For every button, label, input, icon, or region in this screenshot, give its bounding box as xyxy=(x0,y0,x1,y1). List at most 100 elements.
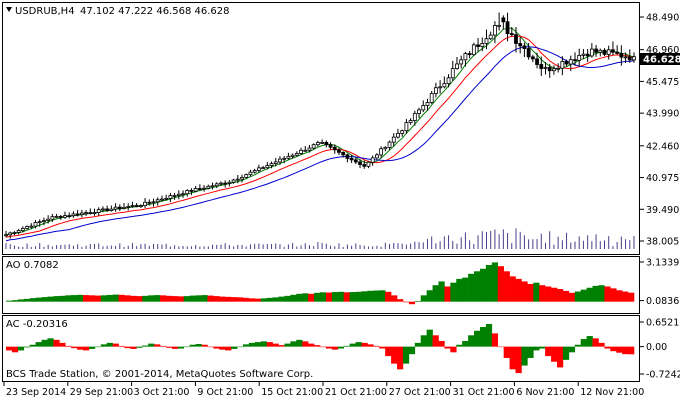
price-tick-label: 40.975 xyxy=(646,173,679,184)
ao-bar xyxy=(219,296,226,302)
candle xyxy=(535,52,539,69)
copyright-label: BCS Trade Station, © 2001-2014, MetaQuot… xyxy=(6,369,313,380)
ac-bar xyxy=(231,346,238,349)
candle xyxy=(602,48,607,57)
candle xyxy=(518,36,523,54)
ao-bar xyxy=(195,295,202,302)
ao-bar xyxy=(479,268,487,302)
ac-bar xyxy=(6,346,13,351)
ac-bar xyxy=(610,346,617,352)
candle xyxy=(484,29,489,50)
ac-bar xyxy=(497,346,504,348)
ac-bar xyxy=(189,344,196,347)
volume-bars xyxy=(5,228,635,249)
ac-bar xyxy=(237,346,244,348)
time-tick-label: 6 Nov 21:00 xyxy=(516,387,574,398)
ac-bar xyxy=(106,342,113,347)
ao-bar xyxy=(610,288,617,302)
time-tick-label: 21 Oct 21:00 xyxy=(325,387,387,398)
ac-bar xyxy=(574,344,581,347)
candle xyxy=(185,189,190,197)
candle xyxy=(290,153,295,159)
ao-title: AO 0.7082 xyxy=(6,260,59,271)
ao-bar xyxy=(604,286,611,302)
ac-bar xyxy=(83,346,90,351)
ao-bar xyxy=(622,291,629,302)
ao-bar xyxy=(242,297,250,302)
ac-bar xyxy=(616,346,623,353)
candle xyxy=(231,178,236,184)
ac-bar xyxy=(148,343,155,347)
candle xyxy=(611,41,615,56)
ac-bar xyxy=(254,342,262,347)
candle xyxy=(176,190,181,200)
candle xyxy=(627,49,632,63)
candle xyxy=(181,190,185,198)
candle xyxy=(117,204,122,212)
ac-bar xyxy=(444,346,451,349)
candle xyxy=(164,194,169,201)
axes: 48.490 46.960 45.475 43.990 42.460 40.975 39.4… xyxy=(3,13,680,398)
ao-bar xyxy=(296,293,303,302)
ao-bar xyxy=(59,295,66,302)
candle xyxy=(147,199,152,206)
ao-bar xyxy=(568,292,576,302)
candle xyxy=(594,44,598,57)
candle xyxy=(400,129,405,137)
ac-bar xyxy=(474,330,481,347)
ao-bar xyxy=(509,276,516,302)
candle xyxy=(467,50,472,59)
ac-bar xyxy=(349,343,356,347)
candle xyxy=(84,210,88,216)
candle xyxy=(265,162,270,170)
ao-bar xyxy=(71,295,78,302)
ao-bar xyxy=(408,301,416,305)
symbol-arrow-icon xyxy=(6,7,12,12)
ac-bar xyxy=(568,346,576,353)
ao-bar xyxy=(385,291,392,302)
candle xyxy=(63,211,67,219)
ac-bar xyxy=(533,346,540,351)
ac-bar xyxy=(314,345,321,347)
ac-bar xyxy=(414,342,422,347)
candle xyxy=(446,74,451,88)
ac-bar xyxy=(515,346,522,374)
candle xyxy=(42,217,46,226)
candle xyxy=(320,139,325,145)
ac-bar xyxy=(373,345,380,347)
ao-bar xyxy=(361,291,368,302)
ac-bar xyxy=(177,346,185,349)
ao-bar xyxy=(308,293,315,302)
ac-bar xyxy=(331,346,339,350)
ao-bar xyxy=(545,286,552,302)
ao-bar xyxy=(586,287,593,302)
time-tick-label: 31 Oct 21:00 xyxy=(453,387,515,398)
ma-mid-line xyxy=(5,35,635,238)
ao-bar xyxy=(539,285,546,302)
ao-bar xyxy=(432,285,439,302)
ao-bar xyxy=(343,292,350,302)
ac-bar xyxy=(183,346,190,348)
candle xyxy=(564,59,569,67)
candle xyxy=(29,223,34,229)
candle xyxy=(143,198,147,209)
ac-bar xyxy=(604,346,611,349)
ac-bar xyxy=(479,326,487,347)
ac-bar xyxy=(100,344,108,347)
ac-bar xyxy=(551,346,558,362)
ac-bar xyxy=(391,346,398,364)
price-tick-label: 48.490 xyxy=(646,13,679,24)
candle xyxy=(632,52,636,63)
ac-bar xyxy=(361,342,368,347)
ac-bar xyxy=(462,340,469,347)
ao-bar xyxy=(248,298,256,302)
ac-bar xyxy=(438,340,445,347)
candles[interactable] xyxy=(4,12,636,239)
ma-slow-line xyxy=(5,46,635,242)
ao-bar xyxy=(444,286,451,302)
candle xyxy=(79,209,84,218)
ao-bar xyxy=(551,287,558,302)
candle xyxy=(235,174,240,184)
ao-bar xyxy=(580,289,587,302)
